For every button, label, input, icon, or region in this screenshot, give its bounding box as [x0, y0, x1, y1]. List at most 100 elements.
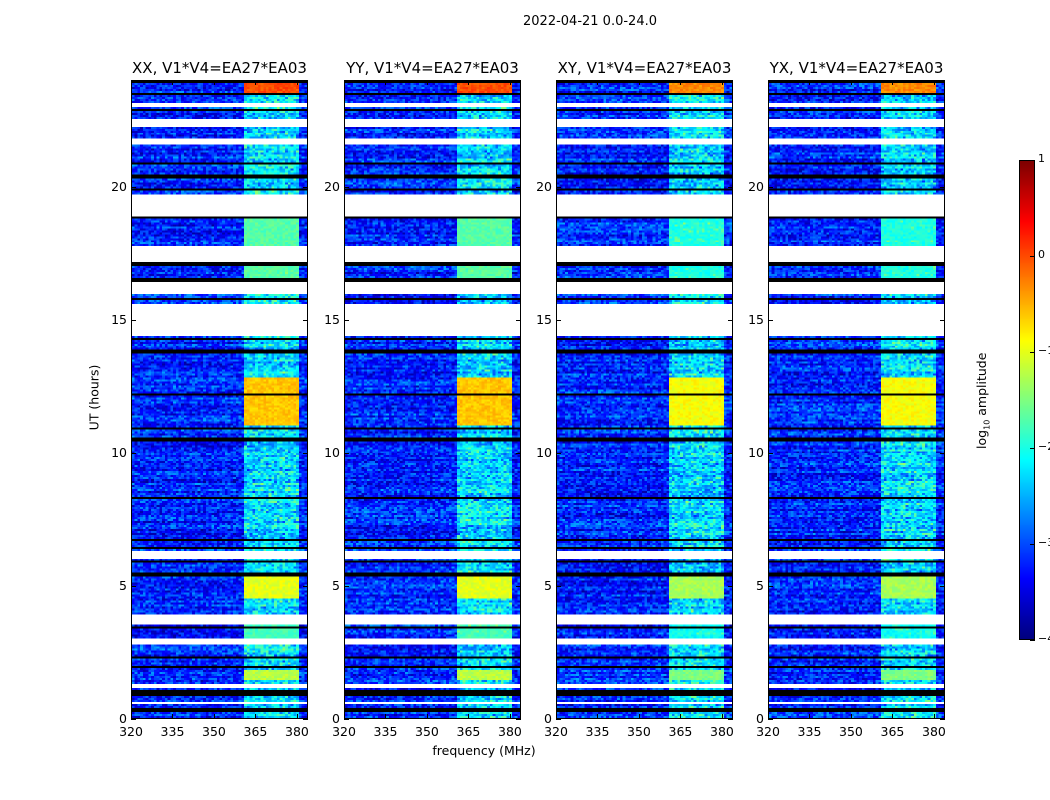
y-tick-label: 10	[111, 444, 127, 460]
y-tick	[940, 452, 945, 454]
y-tick	[131, 719, 136, 720]
x-tick	[850, 80, 852, 85]
x-tick	[213, 714, 215, 719]
y-tick	[344, 452, 349, 454]
y-tick	[516, 319, 521, 321]
y-tick	[344, 319, 349, 321]
y-tick-label: 20	[324, 178, 340, 194]
x-tick-label: 350	[415, 724, 439, 739]
colorbar-tick-label: −1	[1038, 344, 1050, 357]
heatmap-cells	[345, 81, 520, 718]
x-tick	[892, 80, 894, 85]
y-tick	[940, 585, 945, 587]
y-tick-label: 10	[748, 444, 764, 460]
x-tick	[556, 80, 557, 85]
x-tick-label: 365	[880, 724, 905, 739]
y-tick	[516, 186, 521, 188]
spectrogram-panel	[344, 80, 521, 719]
x-tick	[933, 714, 935, 719]
x-tick-label: 335	[160, 724, 185, 739]
x-tick-label: 335	[797, 724, 822, 739]
heatmap-cells	[132, 81, 307, 718]
panel-title: XX, V1*V4=EA27*EA03	[132, 59, 307, 77]
y-tick-label: 5	[756, 577, 764, 593]
x-tick	[933, 80, 935, 85]
y-tick-label: 20	[748, 178, 764, 194]
y-tick	[131, 186, 136, 188]
y-tick	[516, 452, 521, 454]
x-tick-label: 350	[839, 724, 863, 739]
x-tick-label: 365	[456, 724, 481, 739]
x-tick	[426, 80, 428, 85]
x-tick	[385, 714, 387, 719]
y-tick	[344, 719, 349, 720]
y-tick	[768, 452, 773, 454]
x-tick	[213, 80, 215, 85]
y-tick	[728, 319, 733, 321]
y-tick	[556, 585, 561, 587]
y-tick-label: 5	[332, 577, 340, 593]
x-tick	[809, 80, 811, 85]
x-tick	[468, 714, 470, 719]
y-tick	[303, 452, 308, 454]
x-tick	[344, 80, 345, 85]
x-tick-label: 380	[710, 724, 734, 739]
x-tick-label: 335	[373, 724, 398, 739]
x-tick	[680, 714, 682, 719]
x-tick-label: 320	[544, 724, 568, 739]
x-tick	[131, 80, 132, 85]
x-tick	[638, 714, 640, 719]
x-tick	[597, 80, 599, 85]
x-tick	[597, 714, 599, 719]
y-tick	[768, 585, 773, 587]
y-tick	[728, 719, 733, 720]
x-tick	[172, 80, 174, 85]
x-tick-label: 320	[119, 724, 143, 739]
x-tick	[255, 714, 257, 719]
y-tick-label: 10	[324, 444, 340, 460]
colorbar-tick	[1030, 448, 1035, 449]
y-tick	[768, 319, 773, 321]
x-tick	[385, 80, 387, 85]
y-tick	[303, 585, 308, 587]
colorbar-tick	[1030, 160, 1035, 161]
x-tick	[638, 80, 640, 85]
x-tick	[509, 80, 511, 85]
y-axis-label: UT (hours)	[86, 364, 102, 431]
figure-title: 2022-04-21 0.0-24.0	[523, 14, 657, 29]
y-tick	[344, 186, 349, 188]
x-tick	[131, 714, 132, 719]
colorbar-tick	[1030, 544, 1035, 545]
x-tick-label: 365	[668, 724, 693, 739]
heatmap-cells	[769, 81, 944, 718]
x-tick	[296, 714, 298, 719]
y-tick-label: 0	[332, 711, 340, 726]
spectrogram-panel	[768, 80, 945, 719]
spectrogram-panel	[556, 80, 733, 719]
colorbar-tick-label: −2	[1038, 440, 1050, 453]
heatmap-cells	[557, 81, 732, 718]
y-tick-label: 0	[756, 711, 764, 726]
y-tick	[728, 585, 733, 587]
colorbar-tick-label: −3	[1038, 536, 1050, 549]
y-tick	[728, 452, 733, 454]
y-tick	[556, 719, 561, 720]
y-tick	[516, 719, 521, 720]
x-tick-label: 320	[332, 724, 356, 739]
y-tick	[516, 585, 521, 587]
y-tick-label: 15	[748, 311, 764, 327]
x-axis-label: frequency (MHz)	[432, 743, 536, 758]
x-tick	[556, 714, 557, 719]
x-tick	[850, 714, 852, 719]
y-tick	[556, 319, 561, 321]
x-tick	[509, 714, 511, 719]
y-tick-label: 10	[536, 444, 552, 460]
x-tick	[892, 714, 894, 719]
x-tick	[344, 714, 345, 719]
x-tick	[468, 80, 470, 85]
x-tick	[680, 80, 682, 85]
y-tick-label: 15	[324, 311, 340, 327]
x-tick-label: 350	[202, 724, 226, 739]
x-tick-label: 335	[585, 724, 610, 739]
colorbar	[1019, 160, 1035, 640]
